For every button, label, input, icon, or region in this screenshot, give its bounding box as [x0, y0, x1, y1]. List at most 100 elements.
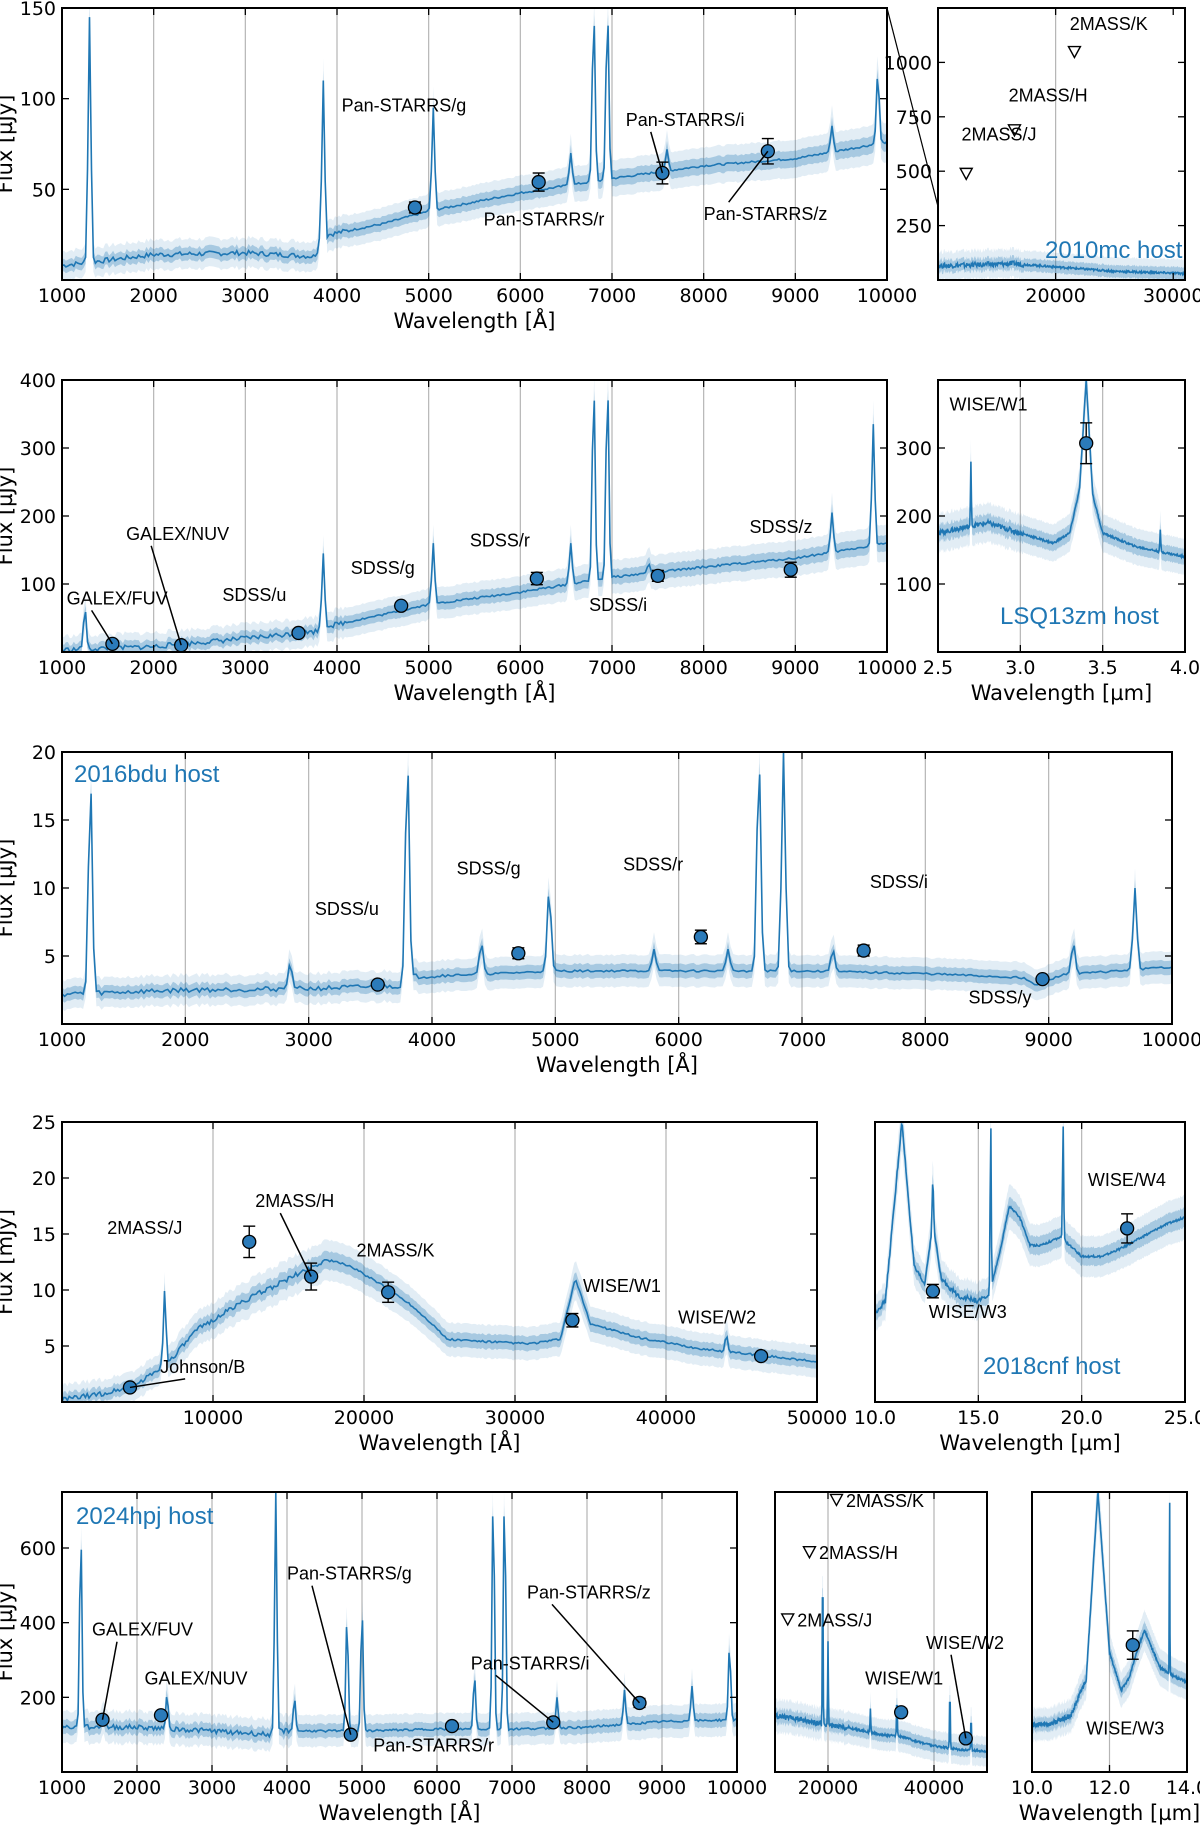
x-tick-label: 20000	[798, 1777, 858, 1799]
point-label: SDSS/z	[750, 517, 813, 537]
y-tick-label: 100	[896, 574, 932, 596]
data-point	[693, 929, 709, 945]
leader-line	[728, 150, 769, 203]
point-label: WISE/W1	[583, 1276, 661, 1296]
spectrum-line	[775, 1597, 987, 1755]
spectrum-inner-band	[62, 8, 887, 274]
point-label: Pan-STARRS/g	[342, 95, 467, 115]
x-axis-label: Wavelength [µm]	[939, 1431, 1120, 1455]
spectrum-outer-band	[62, 380, 887, 652]
y-tick-label: 5	[44, 946, 56, 968]
x-tick-label: 4000	[313, 657, 361, 679]
spectrum-outer-band	[1032, 1492, 1187, 1744]
x-tick-label: 7000	[778, 1029, 826, 1051]
x-tick-label: 2000	[129, 285, 177, 307]
y-axis-label: Flux [µJy]	[0, 467, 17, 566]
point-label: Pan-STARRS/g	[287, 1564, 412, 1584]
x-tick-label: 10000	[707, 1777, 767, 1799]
point-label: 2MASS/K	[356, 1240, 434, 1260]
axes-frame	[61, 1491, 738, 1773]
upper-limit-marker	[1007, 124, 1022, 138]
y-tick-label: 750	[896, 107, 932, 129]
point-label: GALEX/FUV	[92, 1620, 193, 1640]
upper-limit-label: 2MASS/K	[1070, 14, 1148, 34]
x-tick-label: 6000	[496, 285, 544, 307]
x-tick-label: 5000	[338, 1777, 386, 1799]
x-tick-label: 8000	[679, 285, 727, 307]
x-tick-label: 9000	[771, 657, 819, 679]
x-axis-label: Wavelength [Å]	[393, 307, 555, 333]
x-tick-label: 4000	[313, 285, 361, 307]
x-tick-label: 2000	[161, 1029, 209, 1051]
spectrum-group	[1032, 1492, 1187, 1744]
y-tick-label: 100	[20, 89, 56, 111]
data-point	[529, 571, 544, 586]
panel-p1a: 1000 2000 3000 4000 5000 6000 7000 8000 9000 1000…	[0, 0, 917, 333]
x-tick-label: 2000	[129, 657, 177, 679]
y-tick-label: 400	[20, 1613, 56, 1635]
point-label: WISE/W1	[865, 1668, 943, 1688]
x-tick-label: 10000	[857, 285, 917, 307]
point-label: SDSS/u	[315, 899, 379, 919]
x-tick-label: 10000	[183, 1407, 243, 1429]
x-tick-label: 1000	[38, 1777, 86, 1799]
spectrum-inner-band	[62, 752, 1172, 1003]
spectrum-line	[938, 259, 1185, 277]
x-tick-label: 5000	[531, 1029, 579, 1051]
y-tick-label: 300	[20, 438, 56, 460]
data-point	[650, 568, 665, 583]
upper-limit-marker	[959, 167, 974, 181]
axes-frame	[874, 1121, 1186, 1403]
point-label: Pan-STARRS/z	[704, 204, 828, 224]
y-tick-label: 15	[32, 1224, 56, 1246]
x-tick-label: 8000	[901, 1029, 949, 1051]
data-point	[753, 1348, 769, 1364]
upper-limit-label: 2MASS/J	[962, 125, 1037, 145]
spectrum-outer-band	[62, 1239, 817, 1402]
data-point	[1079, 436, 1094, 451]
leader-line	[311, 1585, 352, 1735]
data-point	[531, 174, 546, 190]
x-axis-label: Wavelength [Å]	[393, 679, 555, 705]
x-tick-label: 7000	[588, 657, 636, 679]
x-tick-label: 3.5	[1088, 657, 1118, 679]
x-tick-label: 3000	[221, 285, 269, 307]
x-tick-label: 25.0	[1164, 1407, 1200, 1429]
spectrum-inner-band	[62, 1492, 737, 1744]
data-point	[370, 977, 385, 992]
x-tick-label: 9000	[1024, 1029, 1072, 1051]
host-label: LSQ13zm host	[1000, 603, 1159, 630]
x-tick-label: 5000	[404, 657, 452, 679]
panel-p4b: 10.0 15.0 20.0 25.0 Wavelength [µm] WISE/W3 WI…	[854, 1121, 1200, 1455]
spectrum-line	[62, 752, 1172, 998]
spectrum-outer-band	[62, 752, 1172, 1012]
point-label: GALEX/NUV	[145, 1668, 248, 1688]
x-tick-label: 7000	[488, 1777, 536, 1799]
text-label: WISE/W3	[1086, 1719, 1164, 1739]
spectrum-group	[62, 752, 1172, 1012]
data-point	[1119, 1221, 1135, 1236]
x-tick-label: 10.0	[854, 1407, 896, 1429]
x-tick-label: 8000	[679, 657, 727, 679]
leader-line	[950, 1654, 967, 1739]
data-point	[783, 562, 798, 577]
spectrum-line	[62, 1259, 817, 1402]
data-point	[565, 1313, 580, 1328]
leader-line	[150, 545, 182, 646]
x-tick-label: 3.0	[1005, 657, 1035, 679]
y-tick-label: 10	[32, 1280, 56, 1302]
x-tick-label: 8000	[563, 1777, 611, 1799]
y-tick-label: 400	[20, 370, 56, 392]
point-label: SDSS/r	[470, 531, 530, 551]
data-point	[1125, 1637, 1140, 1653]
upper-limit-label: 2MASS/H	[819, 1543, 898, 1563]
point-label: GALEX/NUV	[126, 524, 229, 544]
x-axis-label: Wavelength [µm]	[1019, 1801, 1200, 1825]
panel-p5b: 20000 40000 WISE/W1 WISE/W2 2MASS/J 2MASS/H 2M…	[774, 1491, 1004, 1799]
axes-frame	[61, 7, 888, 281]
x-tick-label: 6000	[496, 657, 544, 679]
y-tick-label: 500	[896, 161, 932, 183]
x-tick-label: 12.0	[1088, 1777, 1130, 1799]
